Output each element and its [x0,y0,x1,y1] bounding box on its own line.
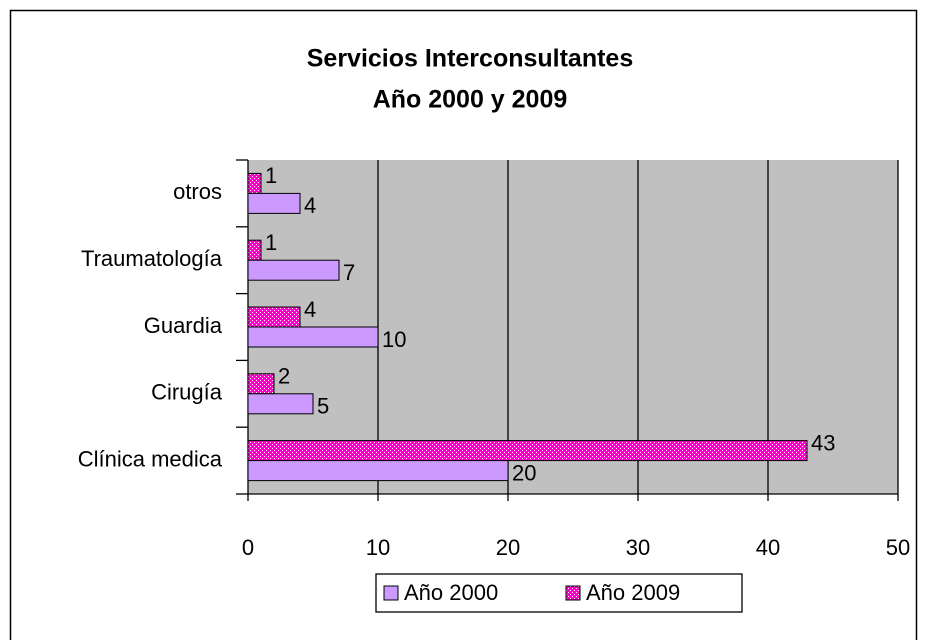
legend-label: Año 2000 [404,580,498,605]
bar [247,326,379,348]
bar [247,259,340,281]
chart-title: Servicios Interconsultantes [307,45,634,73]
legend-label: Año 2009 [586,580,680,605]
x-tick-label: 20 [496,535,520,560]
legend-swatch [383,585,399,601]
x-tick-label: 30 [626,535,650,560]
value-label: 43 [811,430,835,455]
y-tick-label: Clínica medica [78,446,223,471]
bar [247,393,314,415]
value-label: 5 [317,394,329,419]
bar [247,440,808,462]
bar [247,239,262,261]
bar [247,460,509,482]
bar [247,306,301,328]
value-label: 1 [265,230,277,255]
x-tick-label: 50 [886,535,910,560]
bar [247,192,301,214]
y-tick-label: otros [173,179,222,204]
value-label: 4 [304,193,316,218]
y-tick-label: Cirugía [151,380,223,405]
x-tick-label: 40 [756,535,780,560]
x-tick-label: 0 [242,535,254,560]
legend-swatch [565,585,581,601]
legend-box [375,573,743,613]
x-tick-label: 10 [366,535,390,560]
value-label: 10 [382,327,406,352]
y-tick-label: Guardia [144,313,223,338]
chart-subtitle: Año 2000 y 2009 [373,86,568,114]
value-label: 4 [304,297,316,322]
bar [247,373,275,395]
value-label: 20 [512,460,536,485]
value-label: 7 [343,260,355,285]
y-tick-label: Traumatología [81,246,223,271]
value-label: 2 [278,364,290,389]
bar [247,172,262,194]
value-label: 1 [265,163,277,188]
